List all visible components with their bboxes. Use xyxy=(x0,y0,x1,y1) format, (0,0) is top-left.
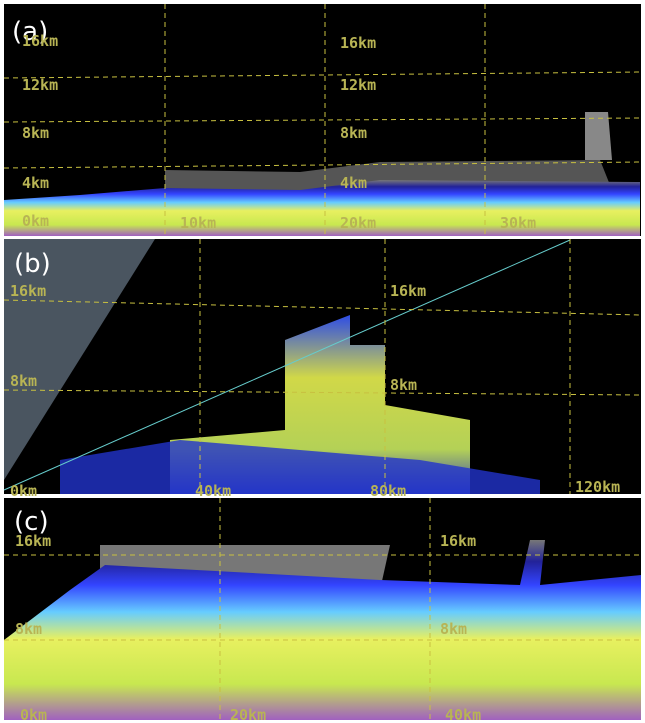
panel-label: (b) xyxy=(14,249,51,279)
axis-label: 12km xyxy=(22,76,58,94)
axis-label: 40km xyxy=(445,706,481,723)
axis-label: 8km xyxy=(22,124,49,142)
axis-label: 40km xyxy=(195,482,231,500)
panel-c xyxy=(4,498,641,720)
axis-label: 16km xyxy=(22,32,58,50)
axis-label: 8km xyxy=(340,124,367,142)
axis-label: 120km xyxy=(575,478,620,496)
axis-label: 4km xyxy=(22,174,49,192)
axis-label: 16km xyxy=(440,532,476,550)
axis-label: 16km xyxy=(10,282,46,300)
axis-label: 8km xyxy=(15,620,42,638)
axis-label: 0km xyxy=(10,482,37,500)
panel-b xyxy=(4,239,641,494)
axis-label: 10km xyxy=(180,214,216,232)
axis-label: 8km xyxy=(440,620,467,638)
axis-label: 0km xyxy=(20,706,47,723)
axis-label: 0km xyxy=(22,212,49,230)
axis-label: 16km xyxy=(15,532,51,550)
axis-label: 8km xyxy=(390,376,417,394)
axis-label: 16km xyxy=(390,282,426,300)
axis-label: 20km xyxy=(230,706,266,723)
axis-label: 12km xyxy=(340,76,376,94)
axis-label: 8km xyxy=(10,372,37,390)
panel-a xyxy=(4,4,641,236)
axis-label: 16km xyxy=(340,34,376,52)
axis-label: 30km xyxy=(500,214,536,232)
figure: (a)16km12km8km4km0km16km12km8km4km10km20… xyxy=(0,0,645,723)
echo-top xyxy=(585,112,612,160)
axis-label: 80km xyxy=(370,482,406,500)
axis-label: 20km xyxy=(340,214,376,232)
axis-label: 4km xyxy=(340,174,367,192)
